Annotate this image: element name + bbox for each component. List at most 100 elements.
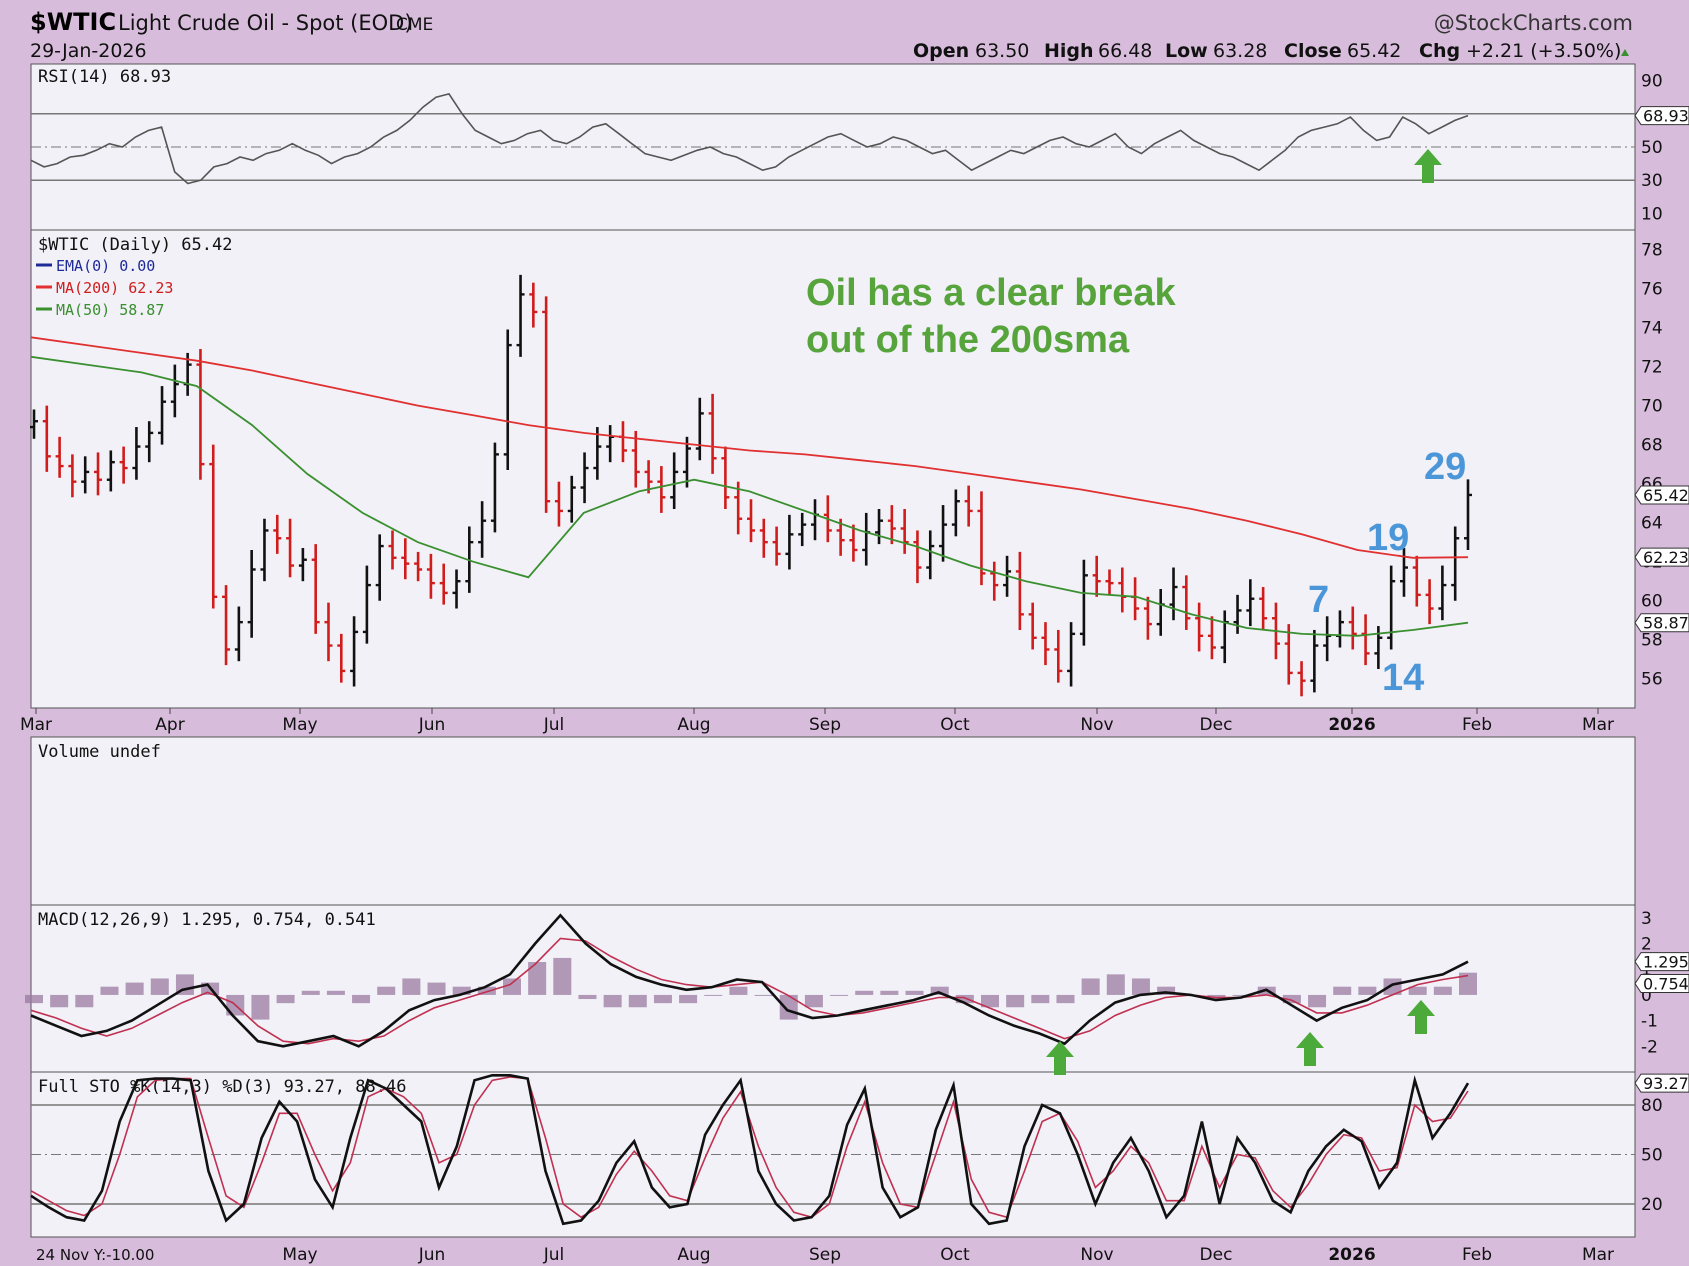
- x-bottom-tick-10: Mar: [1582, 1245, 1614, 1265]
- macd-line: [30, 913, 1469, 1048]
- macd-tick-3: 3: [1641, 909, 1652, 929]
- macd-histogram-bar: [779, 994, 798, 1020]
- macd-histogram-bar: [50, 994, 69, 1008]
- macd-histogram-bar: [503, 978, 521, 995]
- price-tick-64: 64: [1641, 514, 1663, 534]
- up-triangle-icon: [1621, 49, 1629, 56]
- high-label: High: [1044, 40, 1094, 62]
- price-bar: [414, 551, 423, 582]
- price-bar: [234, 606, 243, 662]
- price-bar: [1105, 569, 1114, 595]
- price-bar: [401, 538, 410, 580]
- macd-histogram-bar: [930, 986, 949, 995]
- macd-histogram-bar: [804, 994, 823, 1008]
- price-bar: [106, 450, 115, 492]
- macd-histogram-bar: [301, 990, 320, 995]
- price-bar: [1246, 579, 1255, 627]
- macd-histogram-bar: [377, 986, 396, 995]
- price-bar: [1259, 587, 1268, 630]
- x-bottom-tick-9: Feb: [1462, 1245, 1492, 1265]
- x-tick-6: Sep: [809, 715, 841, 735]
- chg-value: +2.21 (+3.50%): [1466, 40, 1621, 62]
- macd-histogram-bar: [125, 982, 144, 995]
- price-bar: [273, 514, 282, 554]
- low-value: 63.28: [1213, 40, 1267, 62]
- price-bar: [478, 501, 487, 558]
- price-bar: [298, 548, 307, 582]
- price-bar: [887, 505, 896, 545]
- macd-tick--2: -2: [1641, 1037, 1658, 1057]
- price-bar: [388, 530, 397, 570]
- price-bar: [42, 405, 51, 472]
- macd-histogram-bar: [477, 986, 496, 995]
- price-bar: [747, 499, 755, 543]
- x-tick-0: Mar: [20, 715, 52, 735]
- price-bar: [439, 563, 448, 605]
- price-bar: [849, 524, 858, 562]
- macd-histogram-bar: [25, 994, 43, 1004]
- price-bar: [170, 364, 179, 418]
- price-bar: [734, 481, 743, 535]
- price-bar: [145, 421, 154, 463]
- macd-histogram-bar: [402, 978, 421, 995]
- macd-histogram-bar: [905, 990, 924, 995]
- rsi-arrow-icon: [1414, 149, 1442, 183]
- annotation-line-1: Oil has a clear break: [806, 272, 1177, 314]
- macd-histogram-bar: [452, 986, 471, 995]
- price-tag-ma200: 62.23: [1643, 548, 1689, 567]
- macd-histogram-bar: [427, 982, 446, 995]
- rsi-tag: 68.93: [1643, 107, 1689, 126]
- macd-histogram-bar: [1106, 974, 1125, 995]
- macd-histogram-bar: [1031, 994, 1050, 1004]
- low-label: Low: [1165, 40, 1208, 62]
- annotation-line-2: out of the 200sma: [806, 319, 1130, 361]
- price-bar: [695, 397, 704, 461]
- macd-histogram-bar: [981, 994, 999, 1008]
- ma50-legend: MA(50) 58.87: [56, 301, 164, 319]
- macd-histogram-bar: [75, 994, 94, 1008]
- sto-tick-50: 50: [1641, 1146, 1663, 1166]
- price-bar: [951, 489, 960, 537]
- price-bar: [1310, 629, 1319, 693]
- price-bar: [631, 430, 640, 488]
- price-bar: [580, 452, 589, 504]
- price-tag-close: 65.42: [1643, 486, 1689, 505]
- macd-histogram-bar: [100, 986, 119, 995]
- macd-histogram-bar: [1433, 986, 1452, 995]
- rsi-line: [30, 92, 1469, 185]
- macd-histogram-bar: [1131, 978, 1150, 995]
- price-bar: [772, 526, 781, 566]
- macd-tag: 1.295: [1643, 953, 1689, 972]
- price-bar: [426, 553, 435, 599]
- sto-tag: 93.27: [1643, 1074, 1689, 1093]
- macd-histogram-bar: [553, 957, 572, 995]
- price-bar: [900, 508, 909, 554]
- rsi-tick-30: 30: [1641, 171, 1663, 191]
- price-bar: [1464, 479, 1472, 550]
- sto-tag-box: [1634, 1073, 1689, 1093]
- price-bar: [247, 549, 256, 638]
- macd-histogram-bar: [1232, 994, 1251, 996]
- ma200-line: [30, 336, 1469, 559]
- bottom-left-note: 24 Nov Y:-10.00: [36, 1246, 154, 1264]
- macd-histogram-bar: [729, 986, 748, 995]
- rsi-tick-90: 90: [1641, 72, 1663, 92]
- price-bar: [1425, 579, 1434, 625]
- price-bar: [1348, 606, 1357, 650]
- x-bottom-tick-6: Nov: [1080, 1245, 1113, 1265]
- price-bar: [670, 452, 679, 509]
- ma50-line: [30, 355, 1469, 637]
- sto-k-line: [30, 1074, 1470, 1226]
- rsi-tag-box: [1634, 106, 1689, 126]
- volume-panel: [30, 736, 1636, 906]
- x-bottom-tick-3: Aug: [677, 1245, 710, 1265]
- macd-histogram-bar: [754, 994, 773, 996]
- watermark: @StockCharts.com: [1434, 11, 1633, 35]
- price-bar: [1207, 616, 1216, 660]
- count-label-19: 19: [1367, 517, 1409, 559]
- macd-histogram-bar: [1308, 994, 1327, 1008]
- macd-histogram-bar: [603, 994, 622, 1008]
- price-bar: [1079, 559, 1088, 646]
- x-bottom-tick-7: Dec: [1200, 1245, 1233, 1265]
- close-value: 65.42: [1347, 40, 1401, 62]
